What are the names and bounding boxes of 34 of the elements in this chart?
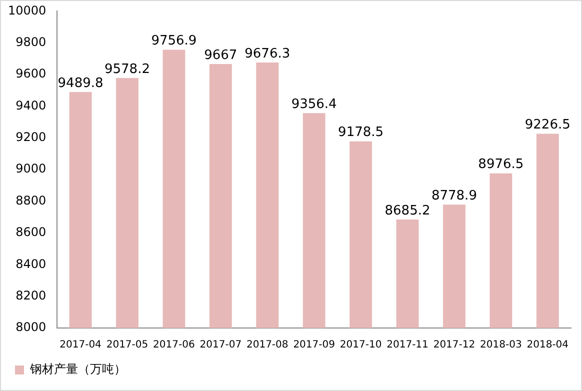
data-label: 9489.8	[58, 76, 104, 91]
y-tick-label: 9800	[16, 35, 46, 50]
data-label: 9667	[204, 48, 238, 63]
x-tick-label: 2017-09	[293, 340, 335, 351]
y-tick-label: 9400	[16, 98, 46, 112]
data-label: 9676.3	[244, 46, 290, 62]
data-label: 9356.4	[291, 97, 337, 112]
x-tick-label: 2017-11	[386, 340, 428, 351]
x-tick-label: 2017-04	[60, 340, 102, 351]
legend-label: 钢材产量（万吨）	[29, 362, 126, 376]
x-tick-label: 2017-10	[340, 340, 382, 351]
x-tick-label: 2017-05	[106, 340, 148, 351]
x-tick-label: 2018-04	[526, 340, 569, 351]
data-label: 8685.2	[384, 203, 430, 218]
data-label: 9178.5	[338, 125, 384, 140]
x-tick-label: 2017-08	[246, 340, 288, 351]
data-label: 9226.5	[524, 118, 570, 133]
y-tick-label: 10000	[8, 3, 46, 18]
x-tick-label: 2018-03	[480, 340, 522, 351]
y-tick-label: 8200	[16, 288, 46, 302]
data-label: 8976.5	[478, 157, 524, 172]
x-tick-label: 2017-06	[153, 340, 195, 351]
x-tick-label: 2017-12	[433, 340, 476, 351]
data-label: 9578.2	[104, 62, 150, 77]
data-label: 8778.9	[431, 188, 477, 204]
y-tick-label: 9600	[16, 66, 46, 81]
y-tick-label: 9200	[16, 130, 46, 144]
data-label: 9756.9	[151, 34, 197, 49]
y-tick-label: 9000	[16, 162, 46, 176]
y-tick-label: 8000	[16, 320, 46, 334]
y-tick-label: 8400	[16, 256, 46, 271]
y-tick-label: 8600	[16, 225, 46, 240]
x-tick-label: 2017-07	[200, 340, 242, 351]
y-tick-label: 8800	[16, 193, 46, 208]
